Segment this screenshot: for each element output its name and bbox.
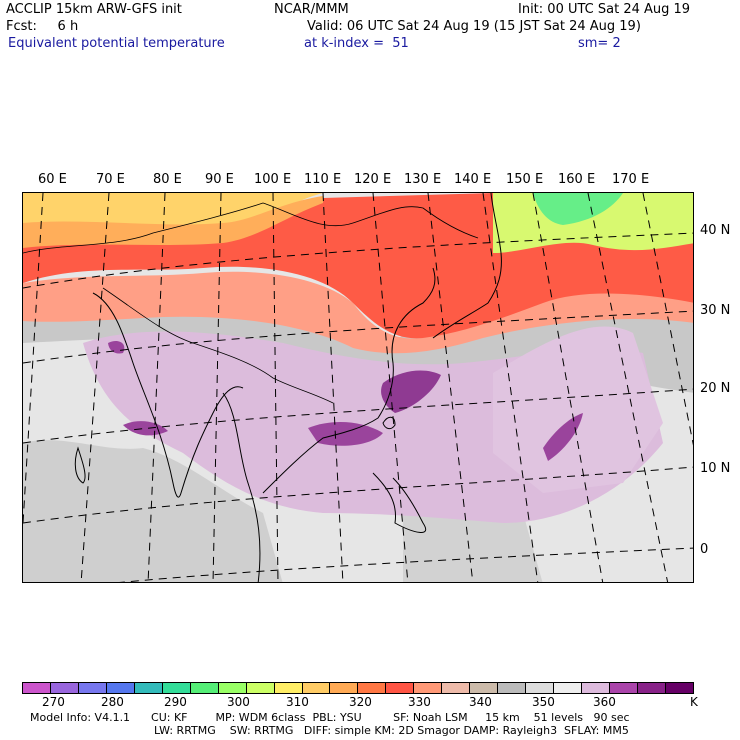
lon-label-90: 90 E <box>205 172 234 187</box>
graticule-lon-80 <box>147 193 166 582</box>
colorbar-segment-18 <box>526 683 555 693</box>
colorbar-segment-7 <box>218 683 247 693</box>
model-info-line2: LW: RRTMG SW: RRTMG DIFF: simple KM: 2D … <box>154 724 629 737</box>
field-name: Equivalent potential temperature <box>8 36 225 51</box>
lon-label-140: 140 E <box>454 172 492 187</box>
colorbar-tick-360: 360 <box>593 695 616 709</box>
coastline-japan <box>432 193 502 339</box>
lon-label-130: 130 E <box>404 172 442 187</box>
lon-label-80: 80 E <box>153 172 182 187</box>
init-time: Init: 00 UTC Sat 24 Aug 19 <box>518 2 691 17</box>
colorbar <box>22 682 694 694</box>
run-title: ACCLIP 15km ARW-GFS init <box>6 2 182 17</box>
graticule-lon-100 <box>272 193 279 582</box>
colorbar-segment-16 <box>470 683 499 693</box>
lat-label-40: 40 N <box>700 223 731 238</box>
graticule-lon-170 <box>642 193 693 446</box>
border-north <box>23 202 479 254</box>
lat-label-10: 10 N <box>700 461 731 476</box>
colorbar-segment-3 <box>106 683 135 693</box>
lon-label-150: 150 E <box>506 172 544 187</box>
graticule-lat-20 <box>23 388 693 444</box>
graticule-lat-30 <box>23 310 693 364</box>
coastline-philippines <box>372 472 426 533</box>
colorbar-segment-4 <box>134 683 163 693</box>
colorbar-segment-19 <box>554 683 583 693</box>
colorbar-tick-310: 310 <box>286 695 309 709</box>
colorbar-segment-21 <box>610 683 638 693</box>
orange-band-north <box>23 196 323 248</box>
dark-purple-patch-ryukyu <box>381 370 441 413</box>
lat-label-20: 20 N <box>700 381 731 396</box>
colorbar-segment-14 <box>414 683 443 693</box>
colorbar-tick-330: 330 <box>408 695 431 709</box>
lon-label-120: 120 E <box>354 172 392 187</box>
colorbar-segment-17 <box>498 683 527 693</box>
graticule-lat-40 <box>23 232 693 289</box>
colorbar-segment-22 <box>637 683 666 693</box>
colorbar-segment-9 <box>274 683 303 693</box>
southwest-grey-region <box>23 440 283 582</box>
border-himalaya <box>102 287 334 404</box>
colorbar-tick-320: 320 <box>349 695 372 709</box>
graticule-lat-10 <box>23 466 693 524</box>
colorbar-segment-8 <box>246 683 275 693</box>
graticule-lon-130 <box>427 193 474 582</box>
lon-label-110: 110 E <box>304 172 342 187</box>
lon-label-100: 100 E <box>254 172 292 187</box>
colorbar-tick-300: 300 <box>227 695 250 709</box>
coastline-china <box>262 267 436 494</box>
graticule-lon-150 <box>532 193 604 582</box>
lon-label-70: 70 E <box>96 172 125 187</box>
colorbar-unit: K <box>690 695 698 709</box>
colorbar-tick-290: 290 <box>164 695 187 709</box>
graticule-lon-70 <box>80 193 110 582</box>
lat-label-30: 30 N <box>700 303 731 318</box>
colorbar-tick-340: 340 <box>469 695 492 709</box>
coastline-sri-lanka <box>74 446 86 484</box>
colorbar-segment-10 <box>302 683 331 693</box>
model-info-line1: Model Info: V4.1.1 CU: KF MP: WDM 6class… <box>30 711 630 724</box>
map-canvas <box>23 193 693 582</box>
forecast-hour: Fcst: 6 h <box>6 19 79 34</box>
valid-time: Valid: 06 UTC Sat 24 Aug 19 (15 JST Sat … <box>307 19 641 34</box>
green-region <box>533 193 623 225</box>
colorbar-segment-5 <box>162 683 191 693</box>
lat-label-0: 0 <box>700 542 709 557</box>
graticule-lon-140 <box>482 193 539 582</box>
lon-label-170: 170 E <box>612 172 650 187</box>
colorbar-segment-11 <box>330 683 359 693</box>
graticule-lon-90 <box>212 193 222 582</box>
theta-e-map <box>22 192 694 583</box>
salmon-band <box>23 271 693 354</box>
graticule-lat-0 <box>119 547 693 582</box>
colorbar-tick-280: 280 <box>101 695 124 709</box>
colorbar-segment-1 <box>50 683 79 693</box>
lon-label-60: 60 E <box>38 172 67 187</box>
coastline-taiwan <box>382 416 396 430</box>
level-index: at k-index = 51 <box>304 36 409 51</box>
dark-purple-patch-south-china <box>308 421 383 446</box>
smoothing-label: sm= 2 <box>578 36 621 51</box>
colorbar-segment-15 <box>442 683 471 693</box>
graticule-lon-160 <box>587 193 669 582</box>
colorbar-segment-6 <box>190 683 219 693</box>
coastline-indochina <box>222 392 261 582</box>
colorbar-tick-270: 270 <box>42 695 65 709</box>
colorbar-segment-2 <box>78 683 107 693</box>
colorbar-tick-350: 350 <box>532 695 555 709</box>
graticule-lon-120 <box>372 193 409 582</box>
red-region <box>23 193 693 339</box>
colorbar-segment-12 <box>358 683 387 693</box>
colorbar-segment-13 <box>386 683 415 693</box>
dark-purple-patch-pacific <box>543 413 583 461</box>
coastline-india <box>92 292 244 498</box>
lon-label-160: 160 E <box>558 172 596 187</box>
institution-label: NCAR/MMM <box>274 2 349 17</box>
colorbar-segment-20 <box>582 683 611 693</box>
graticule-lon-110 <box>322 193 344 582</box>
colorbar-segment-0 <box>23 683 51 693</box>
pacific-purple-region <box>493 326 663 493</box>
colorbar-segment-23 <box>665 683 693 693</box>
